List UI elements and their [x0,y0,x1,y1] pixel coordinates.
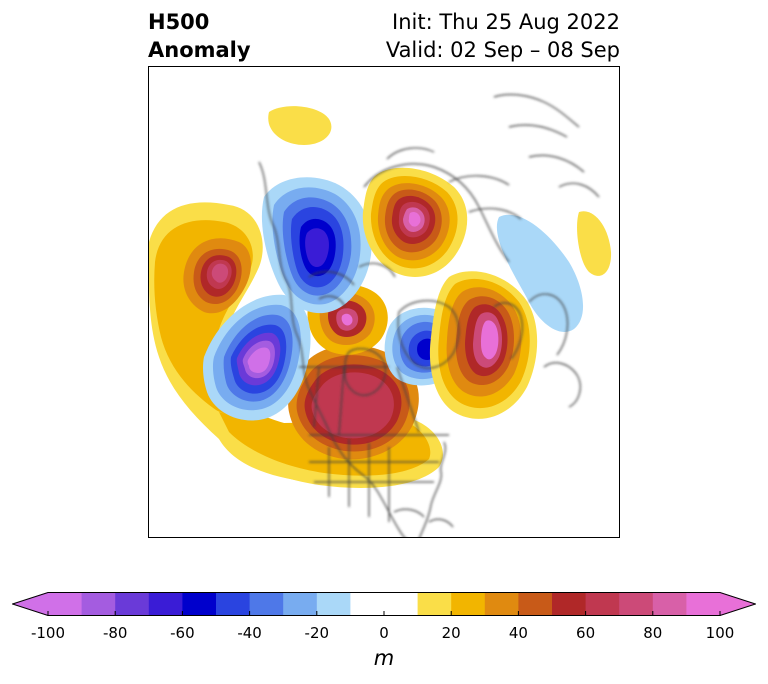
colorbar-level-3 [148,592,183,616]
colorbar-level-12 [484,592,519,616]
colorbar-level-5 [216,592,251,616]
colorbar-tick-label: -40 [237,624,262,642]
colorbar-level-16 [619,592,654,616]
colorbar-level-11 [451,592,486,616]
valid-dates: Valid: 02 Sep – 08 Sep [385,38,620,62]
init-date: Init: Thu 25 Aug 2022 [392,10,620,34]
colorbar-tick-label: 20 [441,624,461,642]
colorbar-level-18 [686,592,721,616]
colorbar-level-10 [417,592,452,616]
title-subtitle: Anomaly [148,38,251,62]
colorbar-level-7 [283,592,318,616]
colorbar-tick-label: 80 [643,624,663,642]
colorbar-extend-max [720,592,756,616]
title-field: H500 [148,10,210,34]
colorbar-tick-label: -100 [30,624,66,642]
colorbar-level-2 [115,592,150,616]
colorbar-tick-label: 60 [576,624,596,642]
anomaly-shading [149,106,612,488]
colorbar-extend-min [12,592,48,616]
colorbar-level-1 [81,592,116,616]
colorbar-level-8 [316,592,351,616]
colorbar-level-6 [249,592,284,616]
colorbar-tick-label: 40 [508,624,528,642]
colorbar-level-4 [182,592,217,616]
colorbar-tick-label: -80 [102,624,128,642]
anomaly-map [148,66,620,538]
colorbar-tick-label: -60 [170,624,195,642]
colorbar-level-14 [552,592,587,616]
date-info: Init: Thu 25 Aug 2022 Valid: 02 Sep – 08… [386,8,620,64]
colorbar-tick-label: 100 [705,624,735,642]
colorbar [12,592,756,616]
colorbar-tick-label: -20 [304,624,330,642]
colorbar-tick-label: 0 [379,624,389,642]
coastlines [258,93,600,537]
colorbar-level-13 [518,592,553,616]
colorbar-level-0 [48,592,83,616]
colorbar-units: m [373,646,395,670]
colorbar-level-15 [585,592,620,616]
colorbar-level-17 [652,592,687,616]
map-title: H500 Anomaly [148,8,251,64]
